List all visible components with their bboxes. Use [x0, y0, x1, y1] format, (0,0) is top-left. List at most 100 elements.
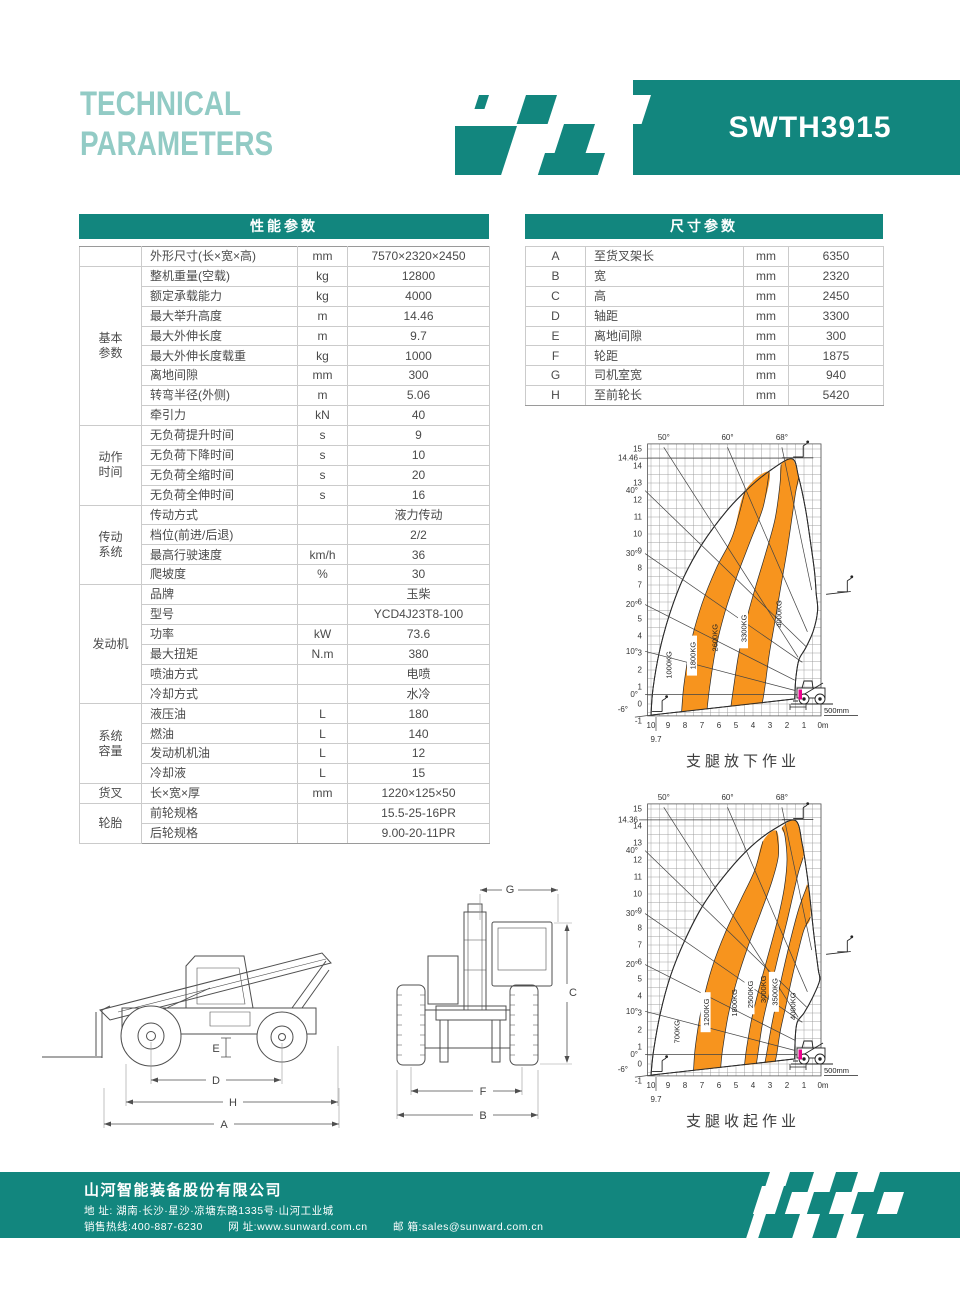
svg-text:2500KG: 2500KG	[746, 980, 755, 1008]
address-label: 地 址:	[84, 1205, 113, 1217]
svg-text:11: 11	[634, 513, 643, 522]
svg-text:1: 1	[638, 683, 643, 692]
group-cell: 传动 系统	[79, 504, 142, 586]
page-title: TECHNICAL PARAMETERS	[80, 84, 273, 164]
max-reach-label: 9.7	[650, 1095, 662, 1104]
load-zone-label: 2500KG	[744, 974, 755, 1015]
dim-row: A 至货叉架长 mm 6350	[525, 246, 884, 267]
svg-text:3500KG: 3500KG	[770, 978, 779, 1006]
svg-text:4: 4	[751, 721, 756, 730]
name-cell: 功率	[141, 623, 298, 645]
load-zone-label: 1200KG	[700, 992, 711, 1033]
perf-row: 后轮规格 9.00-20-11PR	[80, 822, 490, 844]
group-cell: 轮胎	[79, 802, 142, 844]
name-cell: 长×宽×厚	[141, 783, 298, 804]
unit-cell: mm	[743, 285, 789, 307]
svg-text:3: 3	[768, 721, 773, 730]
svg-text:5: 5	[734, 1081, 739, 1090]
svg-text:1: 1	[802, 1081, 807, 1090]
name-cell: 无负荷提升时间	[141, 425, 298, 446]
svg-text:60°: 60°	[721, 793, 733, 802]
name-cell: 品牌	[141, 584, 298, 606]
perf-row: 离地间隙 mm 300	[80, 365, 490, 387]
name-cell: 传动方式	[141, 504, 298, 526]
web-value[interactable]: www.sunward.com.cn	[257, 1221, 368, 1233]
value-cell: 15.5-25-16PR	[347, 802, 490, 824]
load-zone-label: 3000KG	[759, 975, 768, 1003]
footer-address-line: 地 址: 湖南·长沙·星沙·凉塘东路1335号·山河工业城	[84, 1203, 334, 1218]
svg-text:8: 8	[638, 924, 643, 933]
svg-text:1000KG: 1000KG	[665, 651, 674, 679]
perf-row: 燃油 L 140	[80, 723, 490, 745]
unit-cell: mm	[743, 345, 789, 367]
perf-row: 传动 系统 传动方式 液力传动	[79, 504, 490, 586]
chart-caption-outriggers-up: 支腿收起作业	[685, 1113, 800, 1130]
perf-row: 冷却方式 水冷	[80, 683, 490, 705]
boom-angle-labels: 0° 10° 20° 30° 40° 50° 60° 68° -6°	[618, 793, 788, 1074]
name-cell: 最高行驶速度	[141, 544, 298, 566]
front-view-drawing	[396, 887, 572, 1119]
perf-row: 基本 参数 整机重量(空载) kg 12800	[79, 265, 490, 427]
unit-cell: L	[297, 703, 348, 725]
name-cell: 最大外伸长度载重	[141, 345, 298, 367]
dim-row: B 宽 mm 2320	[525, 265, 884, 287]
footer-checker-motif	[746, 1172, 904, 1238]
value-cell: 5.06	[347, 385, 490, 407]
name-cell: 无负荷全伸时间	[141, 484, 298, 506]
perf-row: 无负荷全缩时间 s 20	[80, 464, 490, 486]
unit-cell: mm	[297, 246, 348, 267]
svg-text:60°: 60°	[721, 433, 733, 442]
email-value[interactable]: sales@sunward.com.cn	[421, 1221, 544, 1233]
svg-text:40°: 40°	[626, 486, 638, 495]
svg-text:4000KG: 4000KG	[789, 992, 798, 1020]
value-cell: 2450	[788, 285, 884, 307]
fork-platform-icon	[837, 935, 854, 953]
name-cell: 发动机机油	[141, 743, 298, 765]
orange-load-zone	[764, 884, 811, 1063]
x-axis-ticks: 10 9 8 7 6 5 4 3 2 1 0m	[647, 1081, 829, 1090]
name-cell: 燃油	[141, 723, 298, 745]
perf-row: 牵引力 kN 40	[80, 405, 490, 427]
unit-cell	[297, 504, 348, 526]
svg-text:30°: 30°	[626, 909, 638, 918]
dim-row: H 至前轮长 mm 5420	[525, 385, 884, 407]
svg-text:6: 6	[717, 1081, 722, 1090]
svg-text:7: 7	[700, 1081, 705, 1090]
chart-caption-outriggers-down: 支腿放下作业	[685, 753, 800, 770]
unit-cell	[297, 802, 348, 824]
svg-text:4: 4	[638, 992, 643, 1001]
model-badge: SWTH3915	[728, 111, 892, 144]
value-cell: 300	[788, 325, 884, 347]
dim-row: G 司机室宽 mm 940	[525, 365, 884, 387]
svg-text:9: 9	[638, 547, 643, 556]
value-cell: 2/2	[347, 524, 490, 546]
name-cell: 离地间隙	[141, 365, 298, 387]
dim-label-e: E	[212, 1043, 219, 1055]
svg-text:40°: 40°	[626, 846, 638, 855]
load-zone-label: 3500KG	[768, 971, 779, 1012]
name-cell: 最大扭矩	[141, 643, 298, 665]
svg-text:8: 8	[683, 721, 688, 730]
value-cell: 5420	[788, 385, 884, 407]
svg-text:9: 9	[638, 907, 643, 916]
group-cell: 发动机	[79, 584, 142, 705]
fork-platform-icon	[652, 695, 668, 713]
unit-cell: mm	[743, 365, 789, 387]
unit-cell: kg	[297, 285, 348, 307]
value-cell: 380	[347, 643, 490, 665]
performance-table-grid: 外形尺寸(长×宽×高) mm 7570×2320×2450 基本 参数 整机重量(空载) k…	[79, 246, 490, 844]
perf-row: 最大扭矩 N.m 380	[80, 643, 490, 665]
svg-text:6: 6	[638, 598, 643, 607]
value-cell: 73.6	[347, 623, 490, 645]
boom-angle-labels: 0° 10° 20° 30° 40° 50° 60° 68° -6°	[618, 433, 788, 714]
load-chart-outriggers-up: 0° 10° 20° 30° 40° 50° 60° 68° -6° 14.36 15 14 13 12 1…	[598, 792, 898, 1131]
dim-row: E 离地间隙 mm 300	[525, 325, 884, 347]
svg-text:3: 3	[638, 1009, 643, 1018]
unit-cell: mm	[743, 305, 789, 327]
svg-text:0: 0	[638, 1060, 643, 1069]
svg-text:12: 12	[633, 496, 642, 505]
load-zone-label: 1800KG	[687, 635, 698, 676]
value-cell: 20	[347, 464, 490, 486]
